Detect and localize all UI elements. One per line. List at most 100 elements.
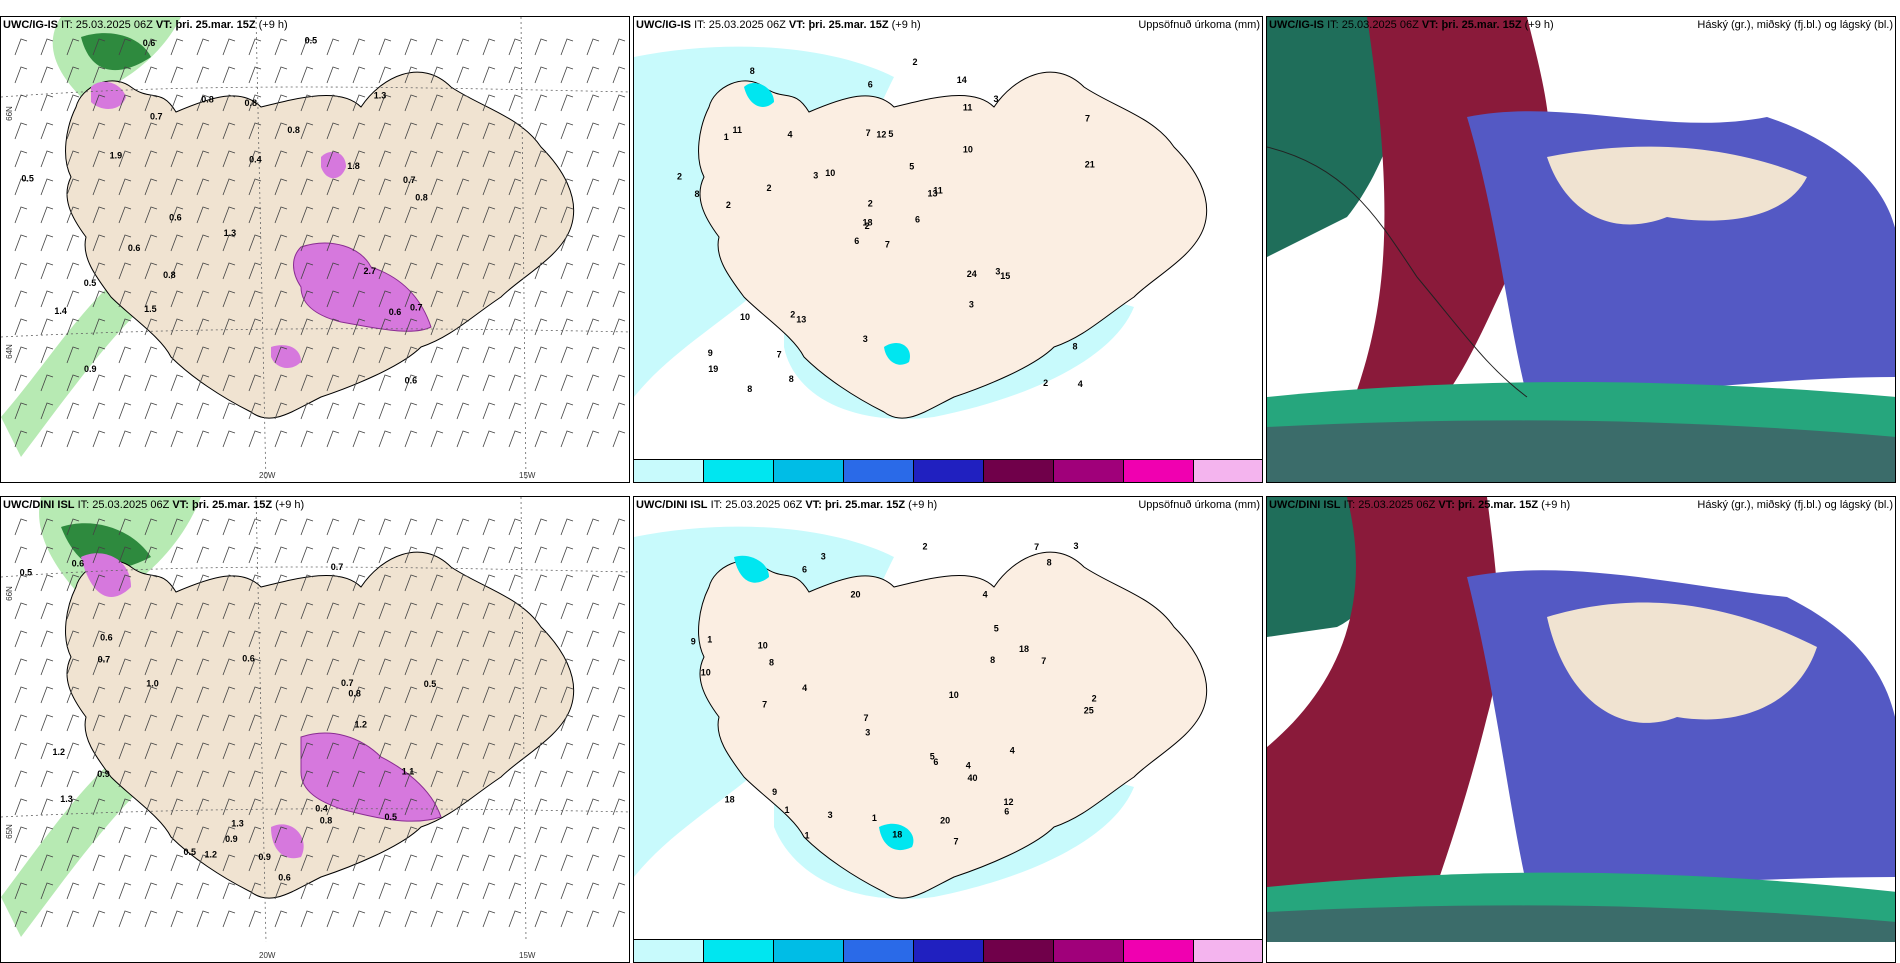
map-value-label: 13 [928,189,938,199]
wind-barb [40,94,54,112]
map-value-label: 3 [863,334,868,344]
wind-barb [248,38,262,56]
wind-barb [144,122,158,140]
wind-barb [40,430,54,448]
map-value-label: 12 [1004,797,1014,807]
wind-barb [92,910,106,928]
wind-barb [14,686,28,704]
wind-barb [404,430,418,448]
colorbar-swatch [634,940,704,962]
wind-barb [508,518,522,536]
wind-barb [14,910,28,928]
wind-barb [222,374,236,392]
map-value-label: 2 [726,200,731,210]
wind-barb [612,770,626,788]
wind-barb [144,546,158,564]
wind-barb [92,714,106,732]
wind-barb [560,714,574,732]
wind-barb [326,150,340,168]
wind-barb [482,262,496,280]
wind-barb [534,430,548,448]
map-value-label: 0.7 [98,655,111,665]
wind-barb [560,346,574,364]
wind-barb [14,546,28,564]
wind-barb [456,854,470,872]
wind-barb [170,38,184,56]
wind-barb [300,346,314,364]
map-value-label: 4 [788,130,793,140]
wind-barb [404,882,418,900]
wind-barb [482,430,496,448]
wind-barb [300,630,314,648]
wind-barb [508,798,522,816]
wind-barb [482,66,496,84]
panel-top-left: 0.7 0.7 0.8 0.8 0.6 0.7 0.8 0.5 0.6 1.3 1.9 2.7 1.8 1… [0,16,630,483]
wind-barb [248,546,262,564]
wind-barb [40,38,54,56]
wind-barb [326,122,340,140]
wind-barb [612,826,626,844]
wind-barb [196,66,210,84]
wind-barb [560,318,574,336]
map-value-label: 0.7 [150,112,163,122]
wind-barb [300,826,314,844]
colorbar-tick-label: 400 [1196,482,1211,483]
wind-barb [170,318,184,336]
wind-barb [378,150,392,168]
map-value-label: 1 [724,132,729,142]
colorbar-tick-label: 75 [916,482,926,483]
wind-barb [92,66,106,84]
wind-barb [170,854,184,872]
map-value-label: 1.9 [110,150,123,160]
wind-barb [300,742,314,760]
wind-barb [92,94,106,112]
wind-barb [534,518,548,536]
wind-barb [430,262,444,280]
iceland-land [698,71,1208,419]
wind-barb [456,178,470,196]
map-value-label: 3 [1074,541,1079,551]
wind-barb [456,910,470,928]
wind-barb [170,206,184,224]
wind-barb [612,882,626,900]
wind-barb [274,574,288,592]
wind-barb [378,686,392,704]
wind-barb [92,882,106,900]
wind-barb [404,66,418,84]
wind-barb [456,38,470,56]
wind-barb [66,770,80,788]
wind-barb [404,94,418,112]
wind-barb [560,630,574,648]
wind-barb [534,854,548,872]
map-value-label: 7 [864,713,869,723]
wind-barb [482,686,496,704]
wind-barb [118,574,132,592]
wind-barb [404,826,418,844]
wind-barb [248,234,262,252]
wind-barb [534,346,548,364]
wind-barb [326,742,340,760]
colorbar-swatch [984,460,1054,482]
wind-barb [14,798,28,816]
wind-barb [196,742,210,760]
wind-barb [118,178,132,196]
wind-barb [248,150,262,168]
map-value-label: 18 [863,218,873,228]
wind-barb [352,686,366,704]
wind-barb [92,206,106,224]
map-value-label: 9 [708,348,713,358]
precip-band [81,33,151,71]
wind-barb [456,882,470,900]
map-value-label: 0.8 [201,94,214,104]
wind-barb [196,290,210,308]
wind-barb [274,346,288,364]
wind-barb [586,430,600,448]
wind-barb [248,318,262,336]
wind-barb [352,206,366,224]
wind-barb [170,518,184,536]
wind-barb [586,742,600,760]
wind-barb [352,658,366,676]
map-value-label: 7 [762,700,767,710]
wind-barb [508,910,522,928]
